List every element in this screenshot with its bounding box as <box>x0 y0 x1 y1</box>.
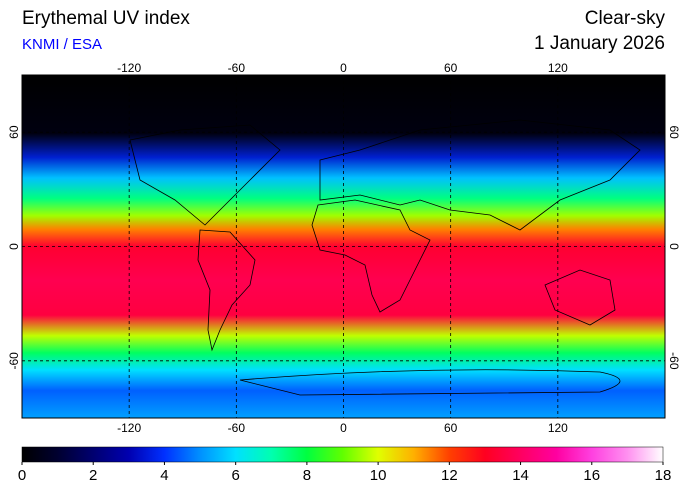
title: Erythemal UV index <box>22 8 190 29</box>
colorbar-tick-label: 12 <box>441 467 458 484</box>
colorbar-tick-label: 16 <box>583 467 600 484</box>
condition: Clear-sky <box>585 8 666 29</box>
lon-tick-label: 0 <box>340 61 347 75</box>
colorbar-tick-label: 10 <box>370 467 387 484</box>
colorbar <box>21 446 664 463</box>
lat-tick-label: 0 <box>667 243 681 250</box>
date: 1 January 2026 <box>534 33 665 54</box>
lat-tick-label: -60 <box>7 352 21 370</box>
lon-tick-label: -120 <box>117 61 141 75</box>
lon-tick-label: 120 <box>548 421 568 435</box>
lat-tick-label: 60 <box>7 125 21 139</box>
colorbar-tick-label: 0 <box>18 467 26 484</box>
colorbar-tick-label: 8 <box>303 467 311 484</box>
colorbar-tick-label: 2 <box>89 467 97 484</box>
colorbar-tick-label: 18 <box>655 467 672 484</box>
lat-tick-label: 60 <box>667 125 681 139</box>
lon-tick-label: 0 <box>340 421 347 435</box>
lon-tick-label: -60 <box>228 421 246 435</box>
colorbar-tick-label: 6 <box>231 467 239 484</box>
lon-tick-label: -120 <box>117 421 141 435</box>
source: KNMI / ESA <box>22 36 102 53</box>
lat-tick-label: 0 <box>7 243 21 250</box>
lon-tick-label: 60 <box>444 61 458 75</box>
colorbar-tick-label: 14 <box>512 467 529 484</box>
lon-tick-label: -60 <box>228 61 246 75</box>
colorbar-tick-label: 4 <box>160 467 168 484</box>
lon-tick-label: 60 <box>444 421 458 435</box>
coastlines <box>129 119 641 396</box>
lat-tick-label: -60 <box>667 352 681 370</box>
lon-tick-label: 120 <box>548 61 568 75</box>
